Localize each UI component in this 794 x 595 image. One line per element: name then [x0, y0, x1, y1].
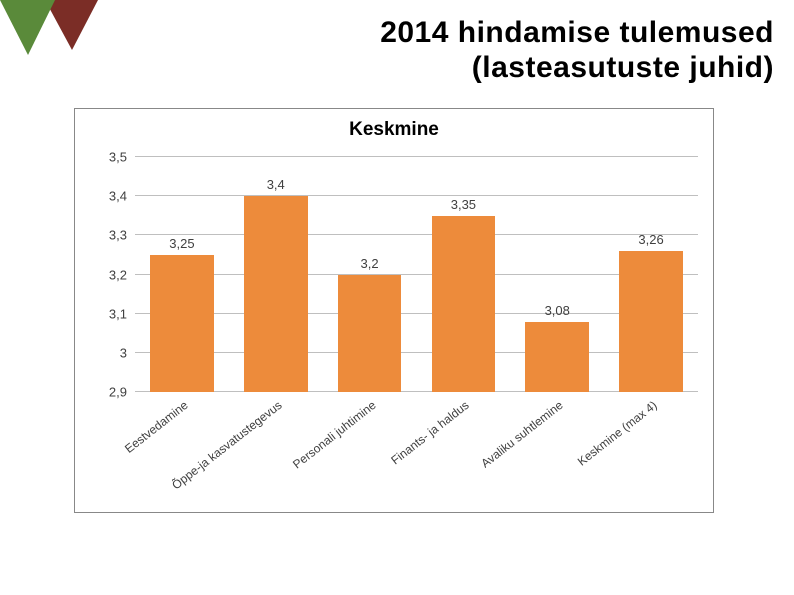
corner-decoration	[0, 0, 120, 70]
bar-slot: 3,08	[510, 157, 604, 392]
slide-title: 2014 hindamise tulemused (lasteasutuste …	[160, 16, 774, 85]
bar: 3,2	[338, 275, 402, 393]
y-tick-label: 3,4	[109, 189, 135, 204]
y-tick-label: 3,5	[109, 150, 135, 165]
y-tick-label: 3,2	[109, 267, 135, 282]
y-tick-label: 3,1	[109, 306, 135, 321]
bar: 3,35	[432, 216, 496, 392]
triangle-green	[0, 0, 55, 55]
bar-slot: 3,25	[135, 157, 229, 392]
plot-area: 2,933,13,23,33,43,53,253,43,23,353,083,2…	[135, 157, 698, 392]
y-tick-label: 3	[120, 345, 135, 360]
bars-row: 3,25 3,4 3,2 3,35 3,08 3,26	[135, 157, 698, 392]
bar-slot: 3,35	[416, 157, 510, 392]
bar-value-label: 3,35	[451, 197, 476, 212]
bar: 3,4	[244, 196, 308, 392]
bar-slot: 3,26	[604, 157, 698, 392]
x-label-slot: Keskmine (max 4)	[604, 392, 698, 512]
bar-value-label: 3,26	[638, 232, 663, 247]
y-tick-label: 2,9	[109, 385, 135, 400]
x-axis-labels: EestvedamineÕppe-ja kasvatustegevusPerso…	[135, 392, 698, 512]
chart-title: Keskmine	[75, 109, 713, 141]
bar-value-label: 3,08	[545, 303, 570, 318]
bar-value-label: 3,25	[169, 236, 194, 251]
bar: 3,08	[525, 322, 589, 393]
chart-container: Keskmine 2,933,13,23,33,43,53,253,43,23,…	[74, 108, 714, 513]
y-tick-label: 3,3	[109, 228, 135, 243]
slide-title-line1: 2014 hindamise tulemused	[380, 16, 774, 49]
triangle-dark	[45, 0, 98, 50]
bar: 3,26	[619, 251, 683, 392]
bar-slot: 3,4	[229, 157, 323, 392]
slide-title-line2: (lasteasutuste juhid)	[472, 51, 774, 84]
bar: 3,25	[150, 255, 214, 392]
x-axis-label: Eestvedamine	[122, 398, 191, 456]
bar-slot: 3,2	[323, 157, 417, 392]
bar-value-label: 3,2	[361, 256, 379, 271]
bar-value-label: 3,4	[267, 177, 285, 192]
